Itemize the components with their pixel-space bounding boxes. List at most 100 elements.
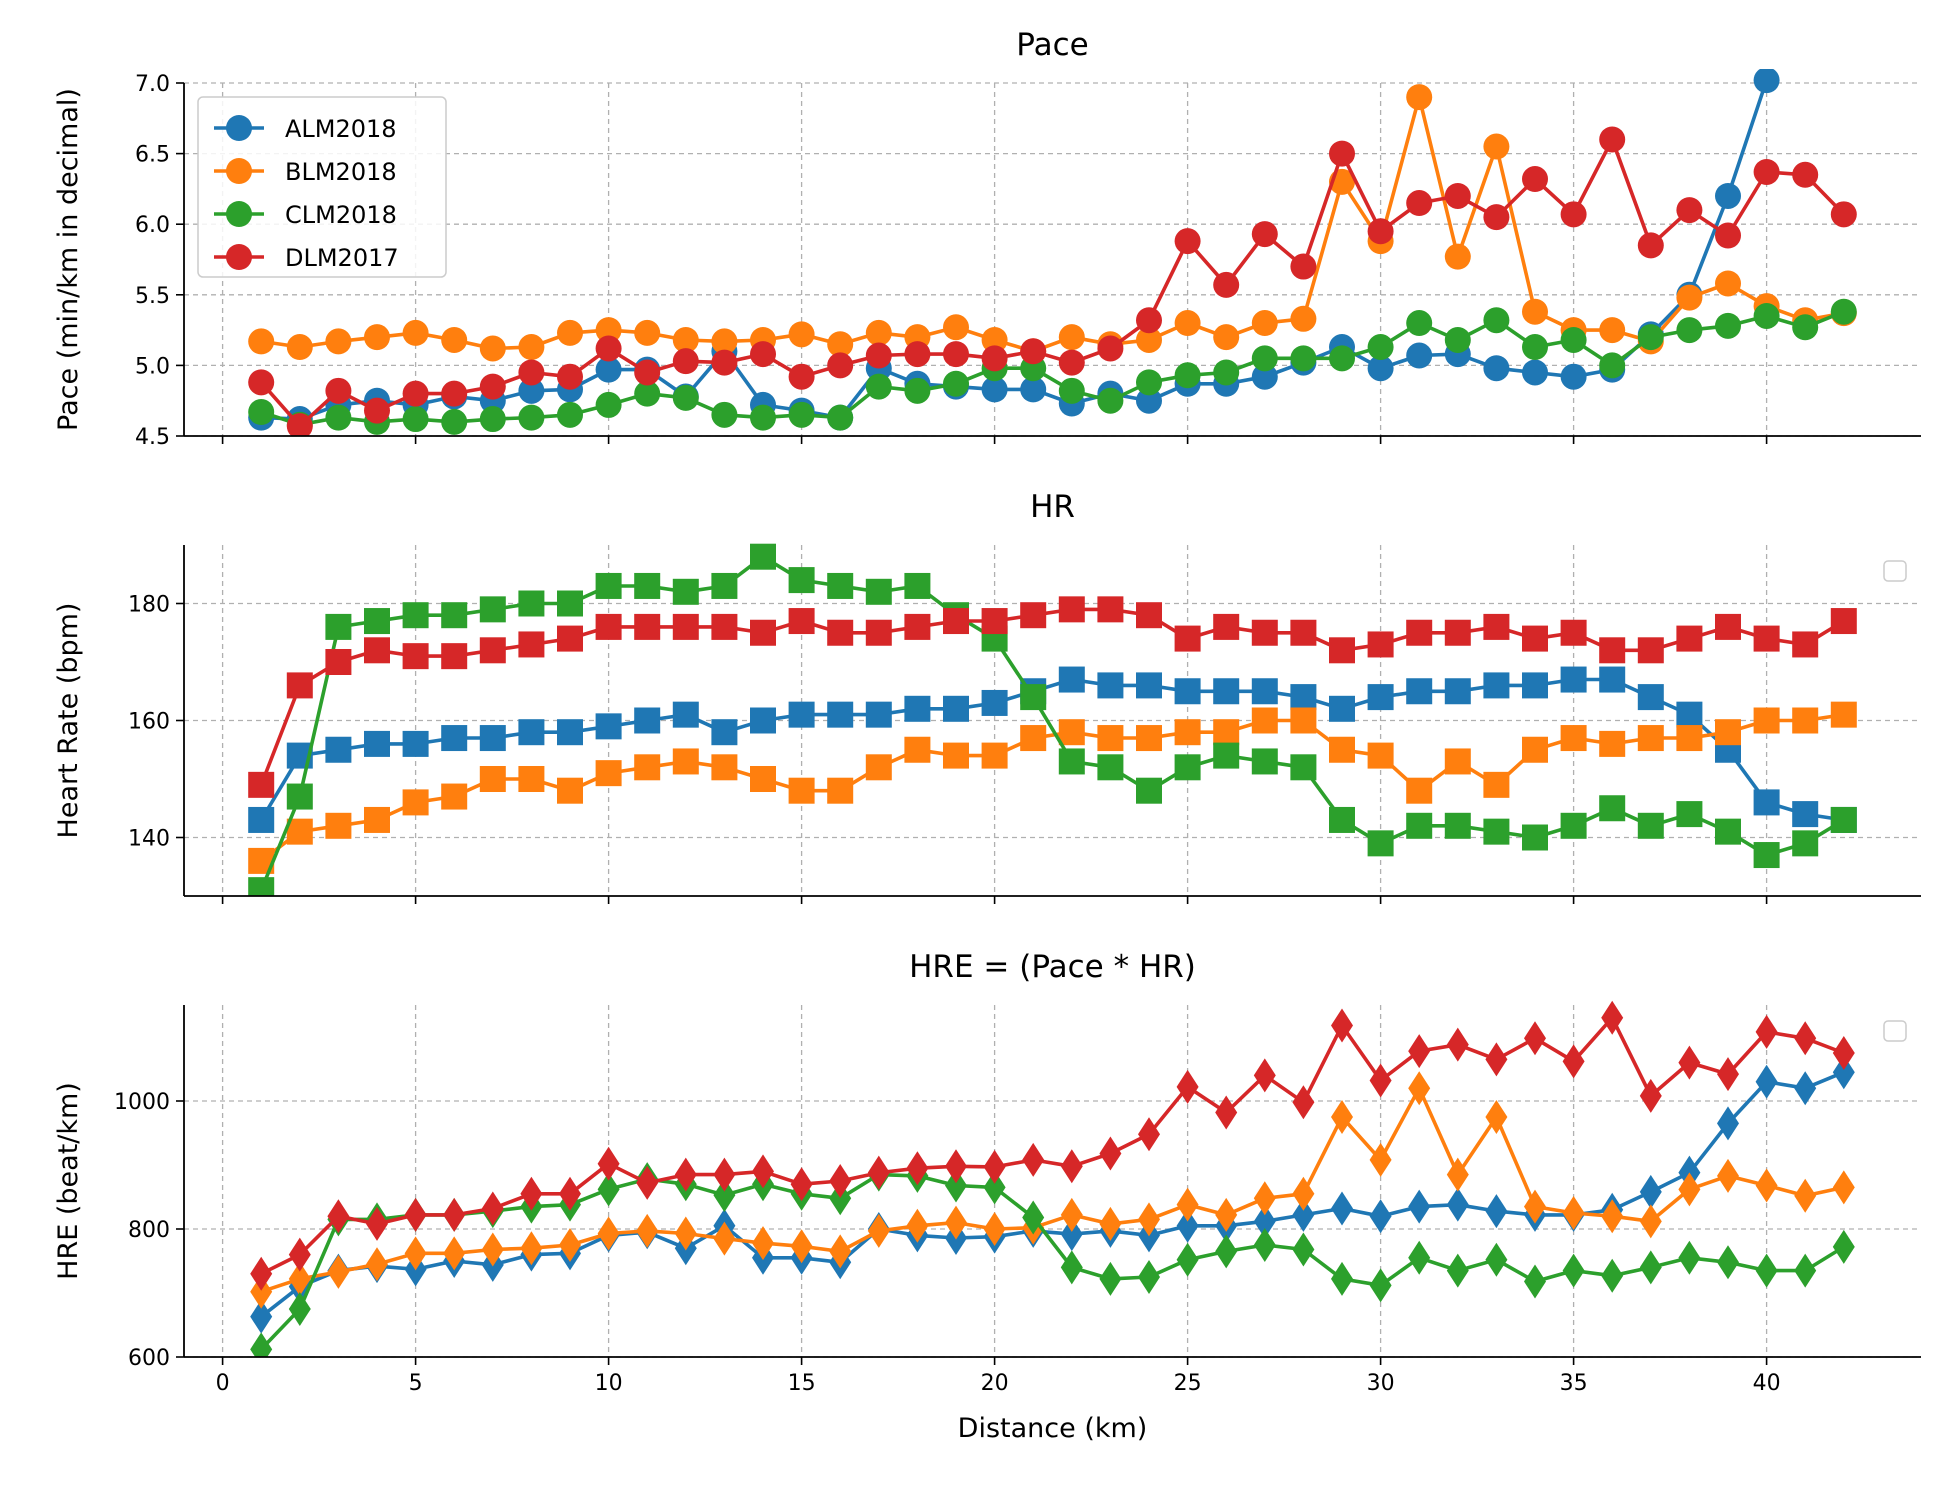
point-CLM2018-29 (1329, 806, 1355, 833)
point-CLM2018-37 (1637, 812, 1664, 839)
point-BLM2018-3 (325, 328, 352, 355)
point-ALM2018-20 (981, 376, 1008, 403)
point-ALM2018-1 (250, 1299, 273, 1334)
point-BLM2018-26 (1213, 324, 1240, 351)
point-BLM2018-19 (943, 742, 969, 769)
point-DLM2017-7 (481, 1191, 504, 1226)
point-CLM2018-42 (1832, 1229, 1855, 1264)
point-BLM2018-39 (1717, 1158, 1739, 1193)
series-line-ALM2018 (261, 79, 1769, 421)
y-tick-label: 600 (128, 1346, 170, 1371)
point-ALM2018-17 (865, 701, 892, 728)
point-DLM2017-14 (752, 1154, 774, 1189)
point-DLM2017-35 (1560, 619, 1587, 646)
point-ALM2018-28 (1292, 1197, 1315, 1232)
point-DLM2017-2 (286, 413, 313, 436)
point-BLM2018-41 (1794, 1178, 1817, 1213)
point-CLM2018-27 (1253, 1228, 1276, 1262)
point-DLM2017-15 (788, 363, 815, 390)
point-ALM2018-22 (1058, 666, 1085, 693)
point-DLM2017-39 (1717, 1057, 1739, 1092)
point-CLM2018-37 (1639, 1250, 1662, 1285)
point-BLM2018-17 (865, 319, 892, 346)
point-ALM2018-15 (788, 701, 815, 728)
y-tick-label: 800 (128, 1218, 170, 1243)
point-BLM2018-27 (1251, 310, 1278, 337)
point-CLM2018-6 (441, 408, 468, 435)
point-DLM2017-40 (1753, 158, 1780, 185)
point-BLM2018-35 (1560, 725, 1587, 752)
x-tick-label: 0 (216, 1371, 230, 1396)
point-BLM2018-37 (1639, 1204, 1662, 1239)
point-CLM2018-35 (1562, 1253, 1585, 1288)
point-BLM2018-9 (559, 1228, 581, 1262)
point-DLM2017-29 (1329, 637, 1355, 664)
point-CLM2018-36 (1599, 795, 1626, 822)
point-CLM2018-10 (595, 572, 622, 599)
point-ALM2018-40 (1753, 69, 1780, 94)
point-BLM2018-9 (557, 319, 583, 346)
point-CLM2018-40 (1753, 842, 1780, 869)
point-ALM2018-12 (672, 701, 699, 728)
point-CLM2018-33 (1483, 818, 1510, 845)
point-CLM2018-3 (325, 404, 352, 431)
point-ALM2018-18 (904, 695, 931, 722)
point-ALM2018-35 (1560, 363, 1587, 390)
point-ALM2018-19 (943, 695, 969, 722)
point-BLM2018-11 (636, 1213, 659, 1248)
point-ALM2018-10 (595, 713, 622, 740)
point-DLM2017-22 (1058, 349, 1085, 376)
point-BLM2018-39 (1715, 270, 1741, 297)
point-BLM2018-17 (865, 754, 892, 781)
point-CLM2018-13 (711, 572, 738, 599)
point-DLM2017-11 (634, 359, 661, 386)
point-ALM2018-29 (1329, 695, 1355, 722)
point-DLM2017-26 (1215, 1095, 1238, 1130)
point-ALM2018-24 (1136, 672, 1162, 699)
point-BLM2018-29 (1329, 736, 1355, 763)
point-DLM2017-35 (1562, 1044, 1585, 1079)
point-DLM2017-8 (520, 1176, 543, 1211)
point-CLM2018-1 (248, 877, 275, 896)
point-BLM2018-32 (1444, 243, 1471, 270)
point-CLM2018-36 (1599, 352, 1626, 379)
point-CLM2018-29 (1331, 1261, 1353, 1296)
point-BLM2018-8 (520, 1231, 543, 1266)
point-DLM2017-10 (597, 1146, 620, 1181)
point-DLM2017-38 (1676, 625, 1703, 652)
point-BLM2018-31 (1406, 84, 1433, 111)
point-DLM2017-1 (250, 1256, 273, 1291)
point-CLM2018-10 (597, 1172, 620, 1207)
panel-title: HRE = (Pace * HR) (909, 949, 1196, 985)
point-BLM2018-39 (1715, 719, 1741, 746)
point-BLM2018-32 (1444, 748, 1471, 775)
y-tick-label: 140 (128, 827, 170, 852)
point-CLM2018-28 (1290, 754, 1317, 781)
y-tick-label: 180 (128, 593, 170, 618)
point-DLM2017-13 (713, 1157, 736, 1192)
point-DLM2017-28 (1290, 253, 1317, 280)
point-DLM2017-9 (559, 1176, 581, 1211)
point-DLM2017-25 (1174, 625, 1201, 652)
point-ALM2018-4 (364, 730, 390, 757)
point-CLM2018-3 (325, 613, 352, 640)
point-BLM2018-19 (943, 314, 969, 341)
point-DLM2017-31 (1408, 1034, 1431, 1069)
point-CLM2018-35 (1560, 812, 1587, 839)
point-DLM2017-15 (790, 1167, 813, 1202)
point-CLM2018-42 (1830, 298, 1857, 325)
x-tick-label: 15 (788, 1371, 816, 1396)
point-ALM2018-25 (1174, 678, 1201, 705)
point-DLM2017-19 (943, 341, 969, 368)
point-DLM2017-20 (981, 345, 1008, 372)
point-DLM2017-16 (827, 619, 854, 646)
legend-label-BLM2018: BLM2018 (285, 158, 397, 186)
point-DLM2017-21 (1020, 602, 1047, 629)
point-ALM2018-30 (1369, 1199, 1392, 1234)
y-tick-label: 4.5 (135, 425, 170, 450)
point-ALM2018-9 (557, 719, 583, 746)
point-BLM2018-6 (441, 783, 468, 810)
point-CLM2018-27 (1251, 748, 1278, 775)
point-DLM2017-6 (441, 380, 468, 407)
